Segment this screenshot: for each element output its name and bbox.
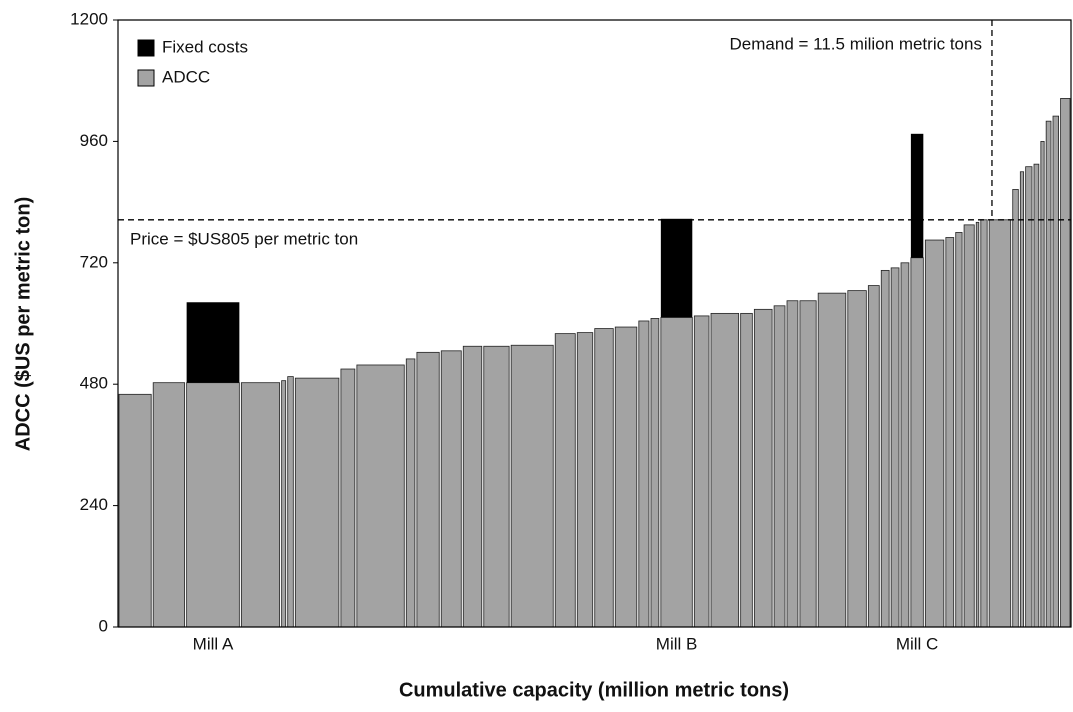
bar <box>440 350 462 628</box>
bar <box>980 219 988 628</box>
legend-label: ADCC <box>162 67 210 86</box>
bar <box>1045 120 1052 628</box>
bar <box>576 332 594 628</box>
y-tick-label: 960 <box>80 131 108 150</box>
bar <box>1012 189 1019 628</box>
bar <box>1052 115 1060 628</box>
x-category-label: Mill B <box>656 634 698 653</box>
bar <box>1033 163 1040 628</box>
bar <box>753 308 773 628</box>
bar <box>638 320 650 628</box>
y-tick-label: 1200 <box>70 9 108 28</box>
bar <box>554 333 576 628</box>
y-tick-label: 480 <box>80 374 108 393</box>
bar-segment <box>660 218 693 318</box>
bar <box>1025 166 1033 628</box>
bar <box>710 312 740 628</box>
x-category-label: Mill A <box>193 634 234 653</box>
bar <box>955 232 963 628</box>
bar <box>594 328 614 628</box>
bar <box>867 285 880 628</box>
bar <box>405 358 416 628</box>
bar <box>963 224 975 628</box>
bar <box>614 326 638 628</box>
bar <box>740 312 753 628</box>
legend-swatch <box>137 69 155 87</box>
legend-swatch <box>137 39 155 57</box>
bar <box>773 305 786 628</box>
plot-frame <box>117 19 1072 628</box>
bar <box>294 377 340 628</box>
bar <box>118 393 152 628</box>
bar <box>650 318 660 628</box>
bar <box>693 315 710 628</box>
bar <box>152 382 186 628</box>
y-tick-label: 720 <box>80 252 108 271</box>
bar <box>924 239 945 628</box>
y-tick-label: 240 <box>80 495 108 514</box>
bar <box>847 290 867 628</box>
bar <box>356 364 405 628</box>
bar <box>799 300 817 628</box>
bar <box>416 351 440 628</box>
bar <box>510 344 554 628</box>
bar <box>817 292 847 628</box>
bar <box>786 300 799 628</box>
bar <box>340 368 356 628</box>
bar <box>281 380 287 628</box>
demand-label: Demand = 11.5 milion metric tons <box>730 34 982 53</box>
bar <box>1040 140 1045 628</box>
bar <box>1019 171 1025 628</box>
bar <box>186 382 240 628</box>
legend-label: Fixed costs <box>162 37 248 56</box>
x-axis-title: Cumulative capacity (million metric tons… <box>399 679 789 701</box>
y-axis-title: ADCC ($US per metric ton) <box>12 197 34 451</box>
bar <box>988 219 1012 628</box>
price-label: Price = $US805 per metric ton <box>130 229 358 248</box>
bar <box>900 262 910 628</box>
bar <box>975 221 980 628</box>
bar <box>890 267 900 628</box>
bar <box>910 257 924 628</box>
bar-segment <box>910 133 924 258</box>
bar <box>287 376 294 628</box>
bar <box>1060 98 1071 628</box>
bar <box>945 237 955 628</box>
x-category-label: Mill C <box>896 634 939 653</box>
y-tick-label: 0 <box>99 616 108 635</box>
bar <box>483 345 510 628</box>
bar <box>462 345 483 628</box>
bar <box>880 269 890 628</box>
bar <box>240 382 281 628</box>
bar-segment <box>186 302 240 383</box>
bar <box>660 317 693 628</box>
